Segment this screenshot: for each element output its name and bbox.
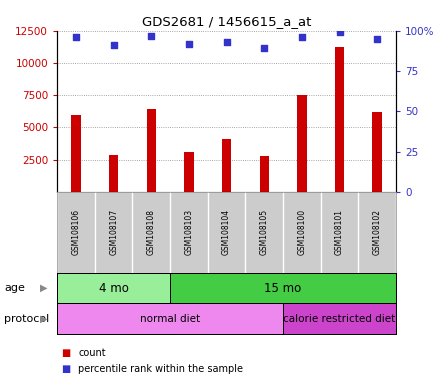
Text: ■: ■ (62, 348, 71, 358)
Text: calorie restricted diet: calorie restricted diet (283, 314, 396, 324)
Point (148, 33, 155, 39)
Text: 15 mo: 15 mo (264, 281, 302, 295)
Bar (57, 273, 170, 303)
Text: percentile rank within the sample: percentile rank within the sample (78, 364, 243, 374)
Text: protocol: protocol (4, 314, 50, 324)
Bar (297, 95, 307, 192)
Point (336, 29, 343, 35)
Bar (170, 273, 396, 303)
Bar (109, 155, 118, 192)
Bar (222, 139, 231, 192)
Text: 4 mo: 4 mo (99, 281, 128, 295)
Text: ▶: ▶ (40, 283, 47, 293)
Text: GSM108105: GSM108105 (260, 209, 269, 255)
Text: GSM108106: GSM108106 (72, 209, 81, 255)
Text: normal diet: normal diet (140, 314, 200, 324)
Bar (71, 114, 81, 192)
Text: GSM108100: GSM108100 (297, 209, 306, 255)
Text: GSM108101: GSM108101 (335, 209, 344, 255)
Bar (373, 112, 382, 192)
Text: GSM108102: GSM108102 (373, 209, 381, 255)
Bar (147, 109, 156, 192)
Text: GSM108104: GSM108104 (222, 209, 231, 255)
Point (298, 34, 305, 40)
Point (261, 45, 268, 51)
Text: GSM108108: GSM108108 (147, 209, 156, 255)
Bar (335, 48, 344, 192)
Bar (184, 152, 194, 192)
Point (185, 41, 192, 47)
Text: ■: ■ (62, 364, 71, 374)
Title: GDS2681 / 1456615_a_at: GDS2681 / 1456615_a_at (142, 15, 311, 28)
Text: count: count (78, 348, 106, 358)
Bar (57, 303, 283, 334)
Text: GSM108103: GSM108103 (184, 209, 194, 255)
Text: GSM108107: GSM108107 (109, 209, 118, 255)
Point (110, 42, 117, 48)
Point (374, 36, 381, 42)
Point (223, 39, 230, 45)
Text: ▶: ▶ (40, 314, 47, 324)
Point (73, 34, 80, 40)
Bar (283, 303, 396, 334)
Text: age: age (4, 283, 25, 293)
Bar (260, 156, 269, 192)
